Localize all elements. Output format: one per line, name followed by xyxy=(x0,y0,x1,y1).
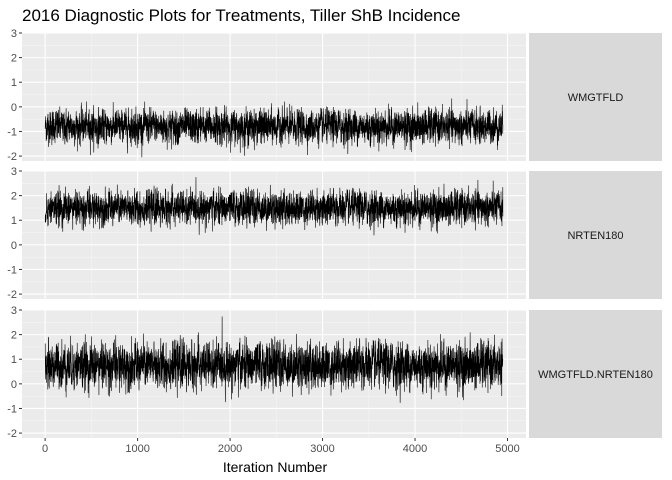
panel-background xyxy=(22,171,526,299)
series-trace-WMGTFLD xyxy=(44,98,504,158)
facet-strip xyxy=(529,171,662,299)
series-trace-NRTEN180 xyxy=(44,177,504,236)
x-tick-label: 5000 xyxy=(495,443,519,455)
y-tick-label: 1 xyxy=(11,77,17,89)
y-tick-label: -1 xyxy=(7,126,17,138)
y-tick-label: -2 xyxy=(7,289,17,301)
facet-strip-label: WMGTFLD.NRTEN180 xyxy=(538,369,653,381)
y-tick-label: 2 xyxy=(11,53,17,65)
y-tick-label: 0 xyxy=(11,379,17,391)
facet-strip xyxy=(529,33,662,161)
y-tick-label: 3 xyxy=(11,166,17,178)
facet-panel-2: -2 -1 0 1 2 3 WMGTFLD.NRTEN180 xyxy=(7,305,662,440)
facet-panel-0: -2 -1 0 1 2 3 WMGTFLD xyxy=(7,28,662,163)
facet-panel-1: -2 -1 0 1 2 3 NRTEN180 xyxy=(7,166,662,301)
y-tick-label: 0 xyxy=(11,102,17,114)
y-tick-label: 1 xyxy=(11,354,17,366)
y-tick-label: 3 xyxy=(11,28,17,40)
y-tick-label: 1 xyxy=(11,215,17,227)
series-trace-WMGTFLD.NRTEN180 xyxy=(44,316,504,403)
y-tick-label: -1 xyxy=(7,264,17,276)
x-tick-label: 0 xyxy=(42,443,48,455)
y-tick-label: -2 xyxy=(7,428,17,440)
y-tick-label: 3 xyxy=(11,305,17,317)
chart-title: 2016 Diagnostic Plots for Treatments, Ti… xyxy=(22,6,460,25)
x-axis-title: Iteration Number xyxy=(223,459,328,475)
facet-panels: -2 -1 0 1 2 3 WMGTFLD -2 -1 0 1 2 3 NRTEN180 -2 -1 0 1 2 3 W… xyxy=(7,28,662,455)
y-tick-label: 0 xyxy=(11,240,17,252)
y-tick-label: -2 xyxy=(7,151,17,163)
x-tick-label: 1000 xyxy=(125,443,149,455)
facet-strip-label: WMGTFLD xyxy=(568,92,624,104)
y-tick-label: -1 xyxy=(7,403,17,415)
facet-strip xyxy=(529,310,662,438)
x-tick-label: 4000 xyxy=(403,443,427,455)
y-tick-label: 2 xyxy=(11,191,17,203)
facet-strip-label: NRTEN180 xyxy=(567,230,623,242)
x-tick-label: 2000 xyxy=(218,443,242,455)
y-tick-label: 2 xyxy=(11,330,17,342)
x-tick-label: 3000 xyxy=(310,443,334,455)
